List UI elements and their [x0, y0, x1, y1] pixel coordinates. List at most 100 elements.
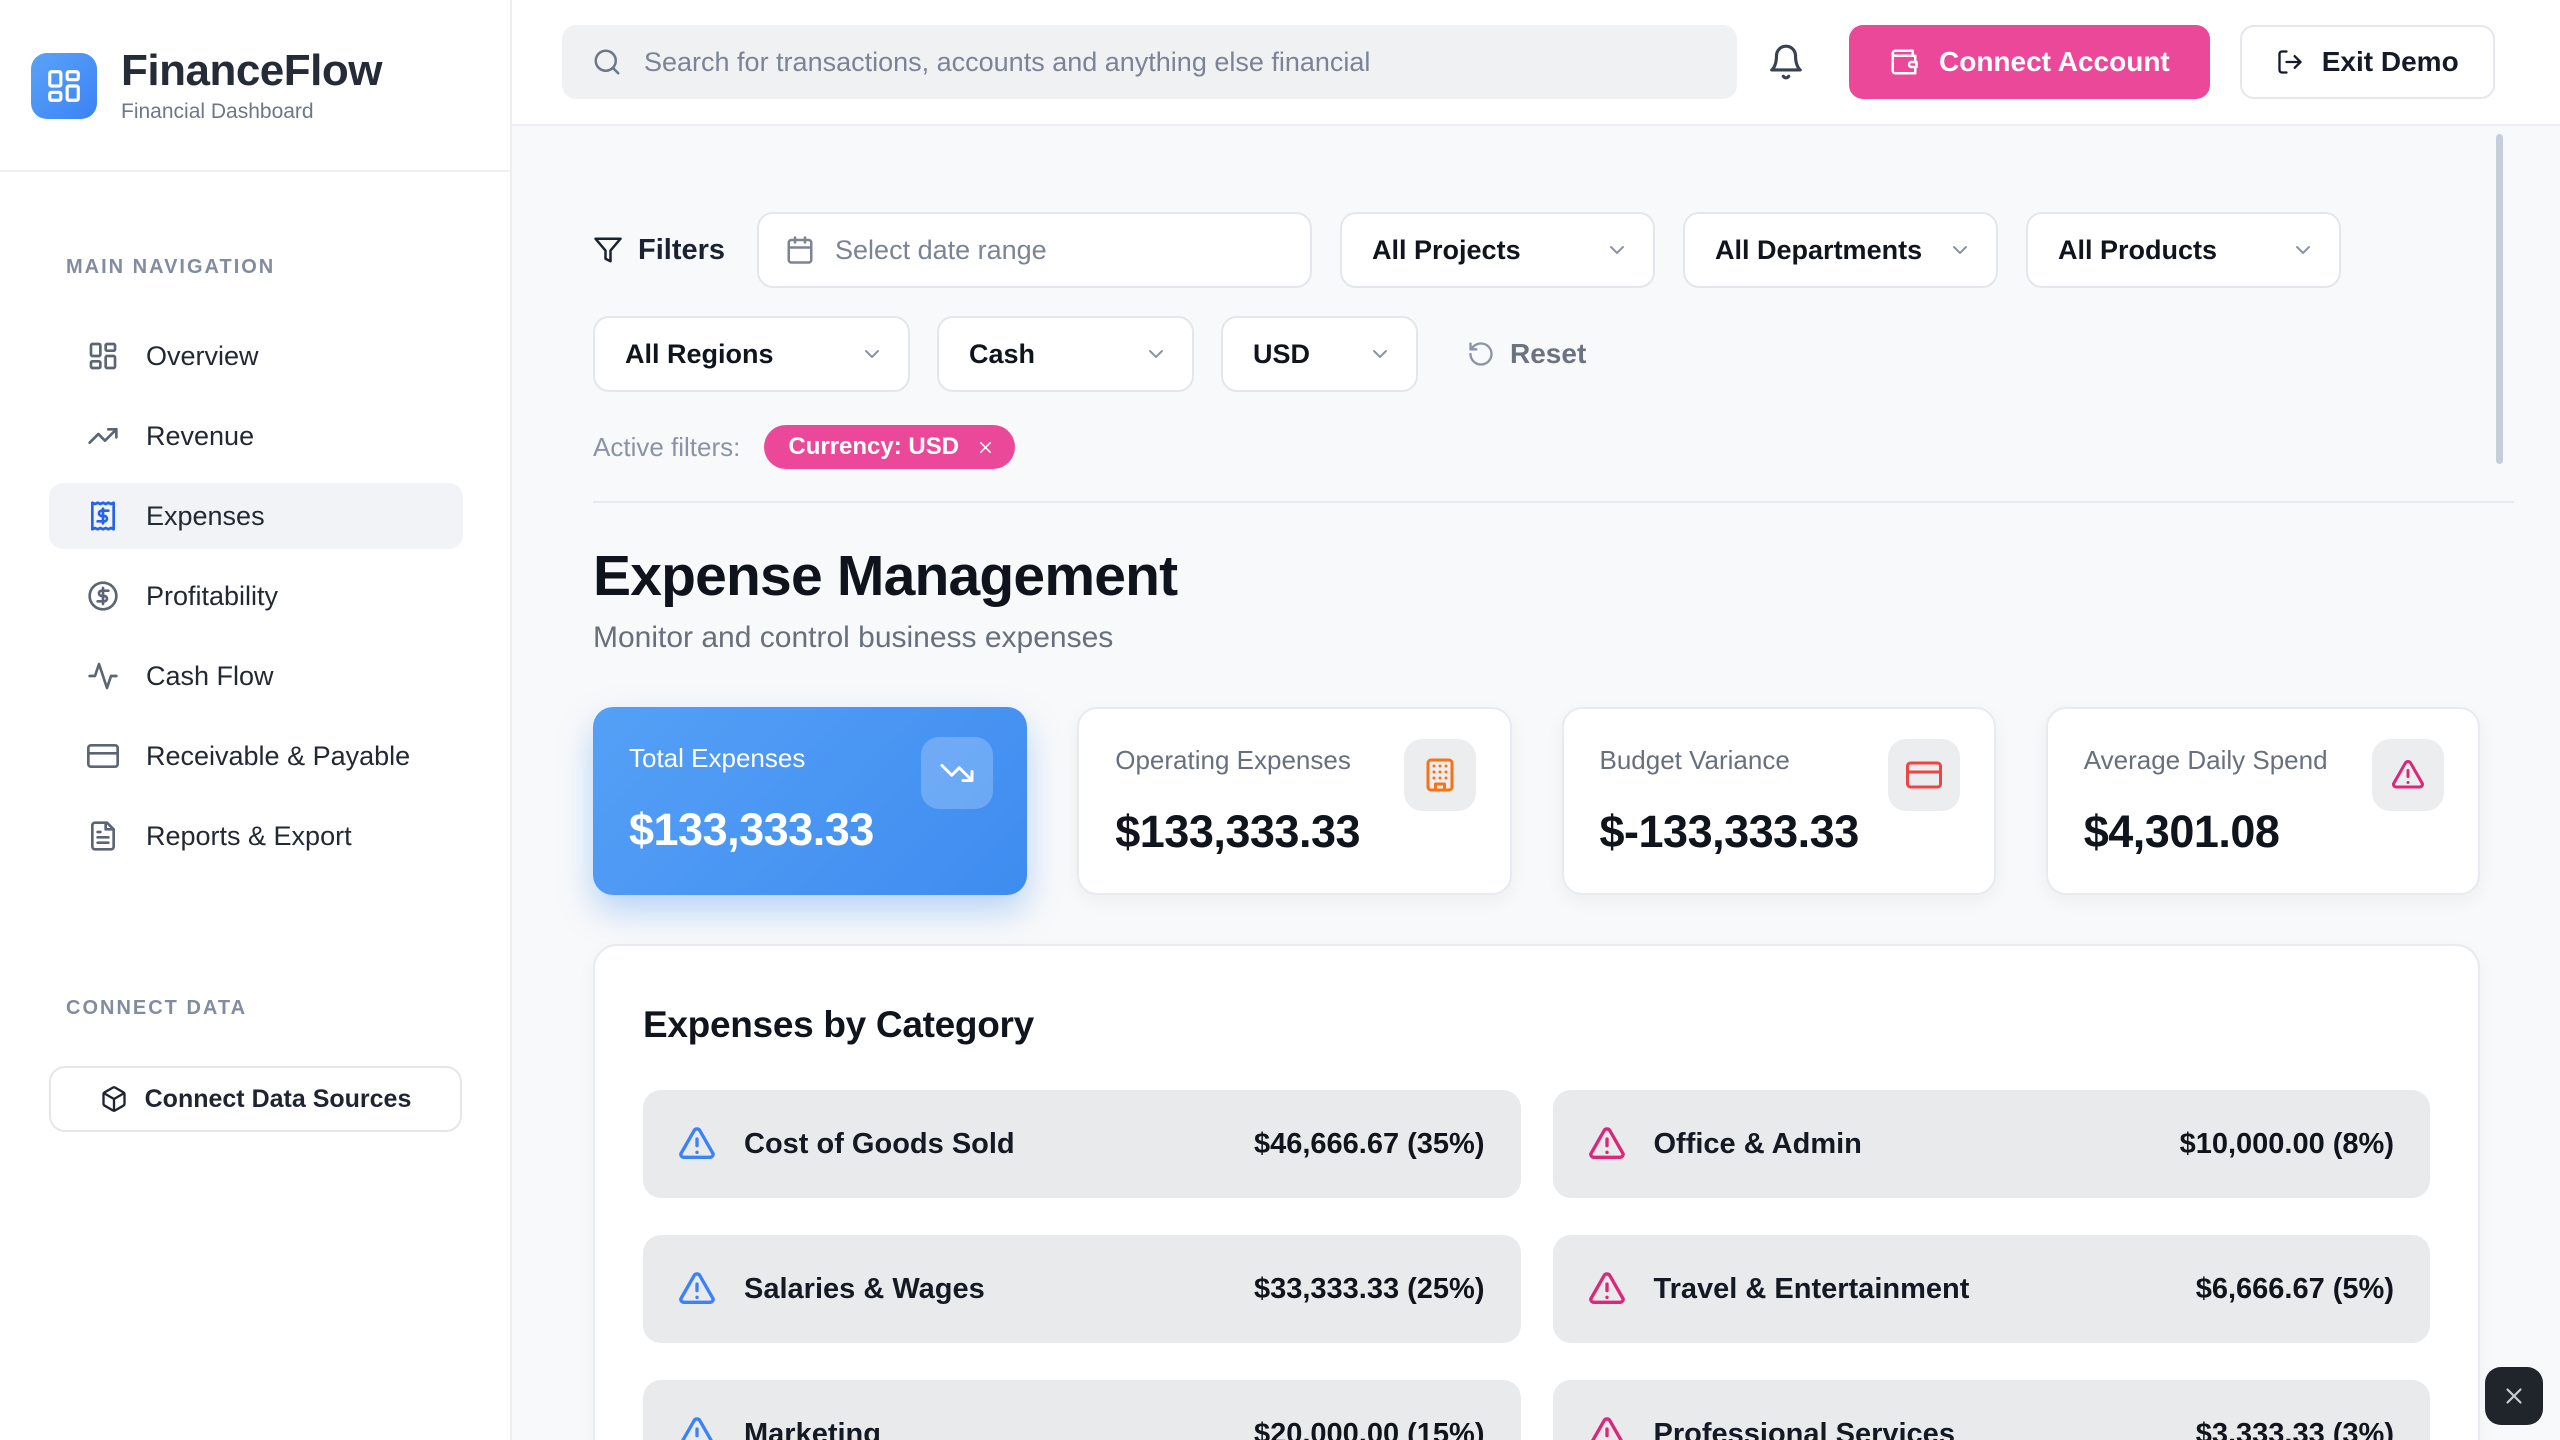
- chevron-down-icon: [2296, 246, 2311, 254]
- chevron-down-icon: [1149, 350, 1163, 358]
- category-item-professional-services: Professional Services $3,333.33 (3%): [1552, 1380, 2430, 1440]
- alert-triangle-icon: [681, 1417, 713, 1440]
- sidebar-item-overview[interactable]: Overview: [49, 323, 463, 389]
- connect-account-button[interactable]: Connect Account: [1849, 25, 2210, 99]
- category-name: Professional Services: [1653, 1417, 1955, 1440]
- credit-card-icon: [87, 744, 119, 769]
- layout-dashboard-icon: [89, 342, 117, 370]
- sidebar-item-label: Cash Flow: [146, 660, 274, 691]
- category-item-office-admin: Office & Admin $10,000.00 (8%): [1552, 1090, 2430, 1198]
- remove-filter-button[interactable]: [976, 438, 995, 457]
- sidebar-item-receivable-payable[interactable]: Receivable & Payable: [49, 723, 463, 789]
- page-subtitle: Monitor and control business expenses: [593, 621, 1114, 654]
- content: Filters Select date range All Projects A…: [512, 126, 2560, 1440]
- file-text-icon: [91, 821, 115, 851]
- main-area: Connect Account Exit Demo Filters Select…: [512, 0, 2560, 1440]
- nav-section-heading: MAIN NAVIGATION: [66, 256, 276, 279]
- main-navigation: Overview Revenue Expenses Profitability: [0, 323, 510, 869]
- category-name: Salaries & Wages: [744, 1272, 985, 1305]
- active-filters-label: Active filters:: [593, 431, 741, 462]
- close-icon: [2506, 1388, 2522, 1404]
- close-button[interactable]: [2485, 1367, 2543, 1425]
- category-list: Cost of Goods Sold $46,666.67 (35%) Offi…: [643, 1090, 2430, 1440]
- notifications-button[interactable]: [1759, 35, 1813, 89]
- stat-label: Budget Variance: [1599, 745, 1790, 775]
- sidebar-item-label: Revenue: [146, 420, 255, 451]
- scrollbar-thumb[interactable]: [2496, 134, 2503, 464]
- chevron-down-icon: [1373, 350, 1387, 358]
- filters-row-2: All Regions Cash USD Reset: [593, 316, 2480, 392]
- category-item-travel-entertainment: Travel & Entertainment $6,666.67 (5%): [1552, 1235, 2430, 1343]
- reset-filters-button[interactable]: Reset: [1467, 316, 1586, 392]
- alert-triangle-icon: [679, 1127, 715, 1159]
- search-bar: [562, 25, 1737, 99]
- departments-select[interactable]: All Departments: [1683, 212, 1999, 288]
- close-icon: [980, 441, 992, 453]
- brand: FinanceFlow Financial Dashboard: [0, 0, 510, 173]
- alert-triangle-icon: [2391, 760, 2425, 789]
- category-value: $6,666.67 (5%): [2195, 1272, 2394, 1305]
- package-icon: [101, 1086, 126, 1113]
- category-value: $20,000.00 (15%): [1253, 1417, 1485, 1440]
- active-filters-row: Active filters: Currency: USD: [593, 425, 2480, 469]
- alert-triangle-icon: [679, 1272, 715, 1304]
- sidebar-item-reports-export[interactable]: Reports & Export: [49, 803, 463, 869]
- stat-value: $4,301.08: [2083, 806, 2280, 857]
- stat-label: Average Daily Spend: [2083, 745, 2328, 775]
- alert-triangle-icon: [1588, 1127, 1625, 1159]
- sidebar-item-expenses[interactable]: Expenses: [49, 483, 463, 550]
- payment-method-select[interactable]: Cash: [937, 316, 1194, 392]
- trending-up-icon: [88, 428, 118, 445]
- stat-card-operating-expenses: Operating Expenses $133,333.33: [1077, 707, 1512, 895]
- stat-value: $133,333.33: [629, 804, 874, 855]
- log-out-icon: [2278, 50, 2302, 74]
- exit-demo-button[interactable]: Exit Demo: [2239, 25, 2495, 99]
- connect-data-heading: CONNECT DATA: [66, 997, 248, 1020]
- category-value: $46,666.67 (35%): [1253, 1127, 1485, 1160]
- projects-select[interactable]: All Projects: [1340, 212, 1656, 288]
- app-logo: [31, 53, 97, 120]
- currency-select[interactable]: USD: [1221, 316, 1418, 392]
- divider: [593, 501, 2514, 503]
- sidebar-item-profitability[interactable]: Profitability: [49, 563, 463, 629]
- chevron-down-icon: [1610, 246, 1625, 254]
- sidebar-item-label: Receivable & Payable: [146, 740, 411, 771]
- category-name: Marketing: [744, 1417, 881, 1440]
- layout-dashboard-icon: [48, 70, 80, 102]
- credit-card-icon: [1905, 761, 1942, 789]
- expenses-by-category-card: Expenses by Category Cost of Goods Sold …: [593, 944, 2480, 1440]
- topbar: Connect Account Exit Demo: [512, 0, 2560, 126]
- bell-icon: [1770, 44, 1802, 80]
- category-name: Cost of Goods Sold: [744, 1127, 1015, 1160]
- sidebar-item-label: Expenses: [146, 500, 265, 531]
- sidebar-item-label: Reports & Export: [146, 820, 352, 851]
- filters-row-1: Filters Select date range All Projects A…: [593, 212, 2480, 288]
- sidebar-item-cash-flow[interactable]: Cash Flow: [49, 643, 463, 709]
- chevron-down-icon: [865, 350, 879, 358]
- date-range-input[interactable]: Select date range: [757, 212, 1313, 288]
- stat-value: $133,333.33: [1115, 806, 1360, 857]
- expenses-by-category-title: Expenses by Category: [643, 1004, 1034, 1045]
- page-title: Expense Management: [593, 544, 1178, 608]
- regions-select[interactable]: All Regions: [593, 316, 910, 392]
- calendar-icon: [787, 236, 813, 264]
- trending-down-icon: [940, 764, 974, 782]
- sidebar-item-label: Overview: [146, 340, 259, 371]
- building-icon: [1426, 758, 1453, 792]
- filters-label: Filters: [593, 212, 725, 288]
- category-item-marketing: Marketing $20,000.00 (15%): [643, 1380, 1521, 1440]
- circle-dollar-icon: [88, 581, 118, 611]
- app-tagline: Financial Dashboard: [121, 100, 314, 124]
- category-name: Travel & Entertainment: [1653, 1272, 1970, 1305]
- app-title: FinanceFlow: [121, 46, 382, 95]
- products-select[interactable]: All Products: [2026, 212, 2342, 288]
- sidebar-item-label: Profitability: [146, 580, 279, 611]
- sidebar-item-revenue[interactable]: Revenue: [49, 403, 463, 469]
- alert-triangle-icon: [1588, 1272, 1625, 1304]
- search-input[interactable]: [644, 46, 1709, 78]
- stat-label: Total Expenses: [629, 743, 806, 773]
- search-icon: [594, 49, 620, 75]
- category-value: $10,000.00 (8%): [2179, 1127, 2394, 1160]
- stat-card-average-daily-spend: Average Daily Spend $4,301.08: [2045, 707, 2480, 895]
- connect-data-sources-button[interactable]: Connect Data Sources: [49, 1066, 462, 1133]
